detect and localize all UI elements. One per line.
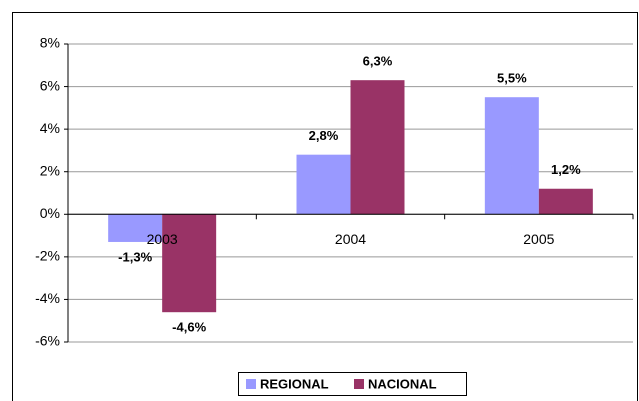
x-tick-label: 2003 (147, 231, 178, 247)
y-tick-label: 0% (40, 205, 60, 221)
legend-swatch (246, 379, 256, 389)
value-label: 6,3% (363, 54, 393, 69)
bar (538, 188, 593, 215)
value-label: -1,3% (118, 249, 152, 264)
y-tick-label: -2% (35, 248, 60, 264)
y-tick-label: 6% (40, 77, 60, 93)
legend-label: REGIONAL (260, 376, 329, 391)
x-tick-label: 2005 (523, 231, 554, 247)
y-tick-label: -4% (35, 290, 60, 306)
bar (108, 214, 163, 242)
x-tick-label: 2004 (335, 231, 366, 247)
y-tick-label: 8% (40, 35, 60, 51)
y-tick-label: -6% (35, 333, 60, 349)
bar (296, 154, 351, 215)
bar (484, 97, 539, 215)
legend-box (238, 372, 467, 396)
legend-swatch (354, 379, 364, 389)
value-label: 1,2% (551, 162, 581, 177)
legend-label: NACIONAL (368, 376, 437, 391)
value-label: 2,8% (309, 128, 339, 143)
chart-border (12, 12, 638, 401)
y-tick-label: 2% (40, 162, 60, 178)
value-label: 5,5% (497, 71, 527, 86)
bar (162, 214, 217, 313)
bar (350, 80, 405, 215)
value-label: -4,6% (172, 320, 206, 335)
y-tick-label: 4% (40, 120, 60, 136)
